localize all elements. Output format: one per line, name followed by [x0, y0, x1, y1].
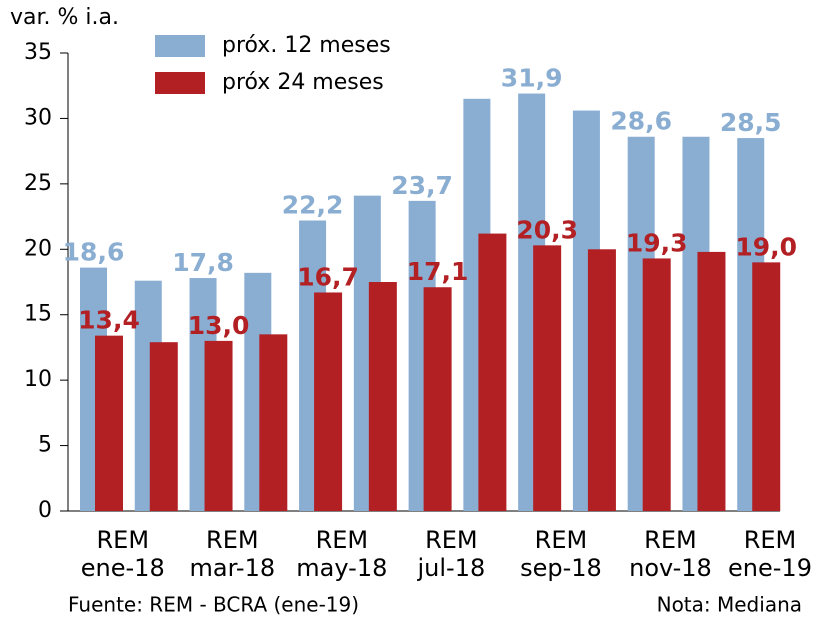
bar [204, 340, 233, 511]
x-tick-label: REM mar-18 [189, 526, 276, 582]
y-tick-label: 5 [38, 433, 52, 458]
y-tick-label: 15 [24, 302, 52, 327]
value-label: 13,4 [78, 306, 140, 335]
x-tick-label: REM ene-18 [80, 526, 165, 582]
note: Nota: Mediana [657, 593, 802, 617]
value-label: 18,6 [63, 238, 125, 267]
y-tick-label: 0 [38, 498, 52, 523]
bar [314, 292, 343, 511]
y-tick-label: 25 [24, 171, 52, 196]
value-label: 28,6 [610, 107, 672, 136]
bar [697, 251, 726, 511]
bar [423, 287, 452, 511]
y-tick-label: 10 [24, 367, 52, 392]
value-label: 16,7 [297, 262, 359, 291]
y-tick-label: 30 [24, 105, 52, 130]
bar [95, 335, 123, 511]
value-label: 19,0 [735, 232, 797, 261]
value-label: 13,0 [188, 311, 250, 340]
bar [642, 258, 671, 511]
legend-swatch [155, 72, 205, 94]
value-label: 20,3 [516, 215, 578, 244]
value-label: 19,3 [626, 228, 688, 257]
bar [752, 262, 781, 511]
bar [533, 245, 562, 512]
legend-label: próx. 12 meses [222, 33, 391, 58]
legend-swatch [155, 35, 205, 57]
y-tick-label: 35 [24, 40, 52, 65]
bar [587, 249, 616, 512]
legend-label: próx 24 meses [222, 70, 384, 95]
x-tick-label: REM sep-18 [520, 526, 602, 582]
y-tick-label: 20 [24, 236, 52, 261]
x-tick-label: REM ene-19 [728, 526, 812, 582]
value-label: 17,1 [407, 257, 469, 286]
x-tick-label: REM jul-18 [417, 526, 486, 582]
x-tick-label: REM nov-18 [629, 526, 712, 582]
x-tick-label: REM may-18 [296, 526, 388, 582]
y-axis-label: var. % i.a. [10, 5, 119, 30]
bar [368, 282, 397, 511]
value-label: 17,8 [172, 248, 234, 277]
value-label: 31,9 [501, 64, 563, 93]
value-label: 23,7 [391, 171, 453, 200]
source: Fuente: REM - BCRA (ene-19) [68, 593, 359, 617]
bar [259, 334, 288, 511]
value-label: 22,2 [282, 190, 344, 219]
value-label: 28,5 [720, 108, 782, 137]
bar [149, 342, 178, 511]
bar [478, 233, 507, 511]
